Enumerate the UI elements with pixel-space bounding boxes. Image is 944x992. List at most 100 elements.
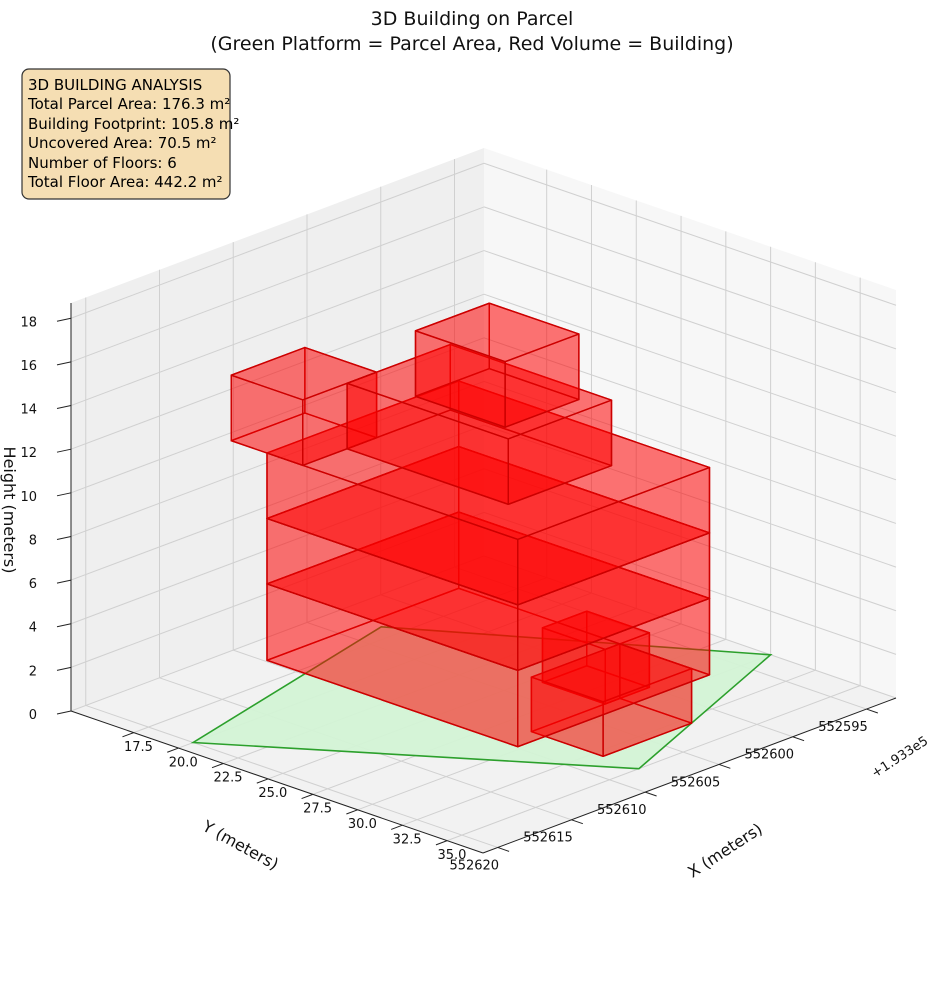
x-tick xyxy=(211,763,224,769)
z-tick-label: 12 xyxy=(20,446,37,461)
building-face xyxy=(266,380,711,541)
y-tick-label: 552620 xyxy=(449,858,499,873)
z-tick xyxy=(56,579,72,584)
grid-line-z-left xyxy=(70,293,485,450)
z-tick-label: 4 xyxy=(29,621,37,636)
info-line-floor-area: Total Floor Area: 442.2 m² xyxy=(27,173,223,191)
building-block xyxy=(266,380,711,606)
building-face xyxy=(230,346,378,401)
grid-line-z-right xyxy=(483,162,897,306)
z-tick-label: 18 xyxy=(20,315,37,330)
y-axis-line xyxy=(70,710,484,854)
y-tick-label: 552610 xyxy=(597,803,647,818)
z-tick-label: 2 xyxy=(29,664,37,679)
z-tick xyxy=(56,448,72,453)
building-block xyxy=(346,343,613,505)
x-tick xyxy=(435,840,448,846)
x-tick-label: 22.5 xyxy=(214,771,243,786)
z-axis-label: Height (meters) xyxy=(0,447,19,574)
grid-line-z-right xyxy=(483,424,897,568)
axis-lines: 17.5 20.0 22.5 25.0 27.5 30.0 32.5 35.0 552595 55… xyxy=(20,303,897,873)
info-line-title: 3D BUILDING ANALYSIS xyxy=(28,76,202,94)
y-tick xyxy=(645,791,657,797)
x-tick-label: 20.0 xyxy=(169,755,198,770)
grid-line-z-right xyxy=(483,206,897,350)
grid-line-z-left xyxy=(70,555,485,712)
grid-line-z-left xyxy=(70,424,485,581)
building-block xyxy=(230,346,378,467)
grid-line-z-left xyxy=(70,511,485,668)
grid-line-z-left xyxy=(70,162,485,319)
parcel-layer xyxy=(190,625,773,770)
y-tick xyxy=(571,819,584,825)
x-tick xyxy=(256,778,269,784)
x-offset-label: +1.933e5 xyxy=(869,734,931,782)
z-tick-label: 10 xyxy=(20,490,37,505)
y-tick-label: 552595 xyxy=(818,720,868,735)
chart-title: 3D Building on Parcel xyxy=(371,8,574,30)
info-line-uncovered: Uncovered Area: 70.5 m² xyxy=(28,134,217,152)
grid-line-z-right xyxy=(483,337,897,481)
x-tick-label: 27.5 xyxy=(303,802,332,817)
grid-line-y-floor xyxy=(454,566,867,710)
building-face xyxy=(346,343,613,440)
z-tick xyxy=(56,317,72,322)
x-tick xyxy=(301,793,314,800)
y-tick-label: 552615 xyxy=(523,831,573,846)
x-tick-label: 30.0 xyxy=(348,817,377,832)
y-tick-label: 552605 xyxy=(671,775,721,790)
z-tick-label: 0 xyxy=(29,708,37,723)
building-face xyxy=(414,302,580,363)
y-tick xyxy=(718,763,731,769)
z-tick xyxy=(56,492,72,497)
z-tick xyxy=(56,361,72,366)
z-tick xyxy=(56,405,72,410)
y-tick xyxy=(497,846,510,852)
parcel-platform xyxy=(190,625,773,770)
z-tick-label: 16 xyxy=(20,359,37,374)
building-block xyxy=(414,302,580,428)
z-tick-label: 14 xyxy=(20,403,37,418)
x-tick xyxy=(167,747,179,753)
x-axis-line xyxy=(482,697,897,854)
grid-line-z-left xyxy=(70,468,485,625)
x-tick-label: 25.0 xyxy=(258,786,287,801)
building-block xyxy=(266,445,711,672)
y-tick-label: 552600 xyxy=(744,748,794,763)
y-tick xyxy=(792,736,805,742)
x-tick xyxy=(122,732,134,738)
x-tick xyxy=(346,809,358,815)
grid-line-z-left xyxy=(70,250,485,407)
right-wall-pane xyxy=(484,148,896,698)
grid-line-y-floor xyxy=(85,704,498,848)
grid-line-z-right xyxy=(483,555,897,699)
z-tick xyxy=(56,623,72,628)
x-tick xyxy=(390,824,403,830)
building-layer xyxy=(230,302,711,757)
grid-line-z-right xyxy=(483,511,897,655)
x-tick-label: 32.5 xyxy=(393,832,422,847)
grid-line-z-left xyxy=(70,206,485,363)
y-tick xyxy=(866,708,879,714)
z-tick xyxy=(56,710,72,715)
info-line-floors: Number of Floors: 6 xyxy=(28,154,177,172)
building-block xyxy=(530,643,693,757)
info-box: 3D BUILDING ANALYSIS Total Parcel Area: … xyxy=(21,68,239,200)
building-block xyxy=(266,511,711,748)
grid-line-z-right xyxy=(483,250,897,394)
grid-line-z-right xyxy=(483,293,897,437)
x-tick-label: 35.0 xyxy=(437,848,466,863)
info-line-parcel-area: Total Parcel Area: 176.3 m² xyxy=(27,95,230,113)
y-axis-label: Y (meters) xyxy=(199,816,282,874)
grid-line-z-right xyxy=(483,380,897,524)
grid-line-x-floor xyxy=(446,685,861,842)
x-tick-label: 17.5 xyxy=(124,740,153,755)
z-tick-label: 6 xyxy=(29,577,37,592)
x-axis-label: X (meters) xyxy=(684,819,766,881)
z-tick-label: 8 xyxy=(29,533,37,548)
z-tick xyxy=(56,666,72,671)
chart-subtitle: (Green Platform = Parcel Area, Red Volum… xyxy=(210,33,733,55)
info-line-footprint: Building Footprint: 105.8 m² xyxy=(28,115,239,133)
z-tick xyxy=(56,535,72,540)
